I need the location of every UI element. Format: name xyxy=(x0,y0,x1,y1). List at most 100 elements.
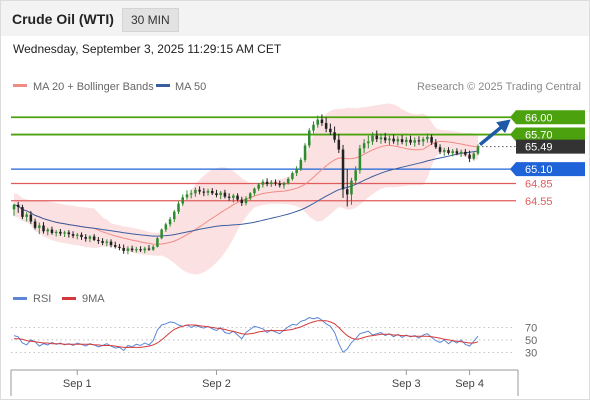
candle-body xyxy=(248,193,252,199)
candle-body xyxy=(109,241,113,246)
candle-body xyxy=(383,137,387,141)
legend-swatch-ma50 xyxy=(156,84,170,87)
candle xyxy=(46,227,50,236)
candle xyxy=(451,148,454,157)
candle xyxy=(168,216,172,227)
candle xyxy=(265,178,269,187)
candle xyxy=(181,194,184,206)
candle-body xyxy=(430,136,433,143)
candle xyxy=(12,203,16,216)
candle xyxy=(122,244,125,254)
candle-body xyxy=(122,247,125,251)
candle-body xyxy=(392,138,395,142)
candle xyxy=(396,136,400,146)
candle xyxy=(248,192,252,201)
x-tick-label: Sep 3 xyxy=(392,378,421,390)
bollinger-band xyxy=(14,103,478,275)
candle xyxy=(164,222,168,232)
candle xyxy=(33,218,37,230)
rsi-tick-label-50: 50 xyxy=(525,335,537,347)
x-tick-label: Sep 2 xyxy=(202,378,231,390)
candle-body xyxy=(223,192,227,197)
candle-body xyxy=(438,147,442,152)
candle xyxy=(278,180,282,188)
candle xyxy=(21,204,24,220)
resistance-tag-65.70 xyxy=(510,127,585,142)
candle xyxy=(139,246,142,252)
candle-body xyxy=(25,214,28,217)
candle xyxy=(388,135,391,145)
candle-body xyxy=(113,245,117,247)
candle xyxy=(215,189,218,198)
candle-body xyxy=(67,232,71,235)
candle-body xyxy=(400,139,404,143)
candle xyxy=(71,231,75,239)
candle-body xyxy=(303,145,307,160)
candle xyxy=(459,149,463,157)
candle xyxy=(430,134,433,145)
candle-body xyxy=(181,197,184,204)
candle xyxy=(341,144,345,198)
candle xyxy=(261,179,265,188)
candle xyxy=(206,188,210,196)
candle-body xyxy=(63,232,66,234)
timeframe-badge[interactable]: 30 MIN xyxy=(122,8,179,32)
candle-body xyxy=(375,135,379,140)
candle xyxy=(308,128,311,148)
candle xyxy=(236,193,239,202)
candle-body xyxy=(210,190,214,194)
candle xyxy=(25,212,28,222)
candle-body xyxy=(316,119,319,125)
legend-swatch-rsi xyxy=(13,297,27,300)
candle-body xyxy=(84,237,87,239)
candle xyxy=(468,150,471,163)
candle xyxy=(118,243,121,251)
candle-body xyxy=(299,159,303,170)
instrument-title: Crude Oil (WTI) xyxy=(12,11,114,27)
candle-body xyxy=(50,229,54,233)
legend-label-9ma: 9MA xyxy=(82,293,105,305)
candle xyxy=(210,188,214,195)
candle xyxy=(67,230,71,238)
candle-body xyxy=(476,146,480,154)
candle xyxy=(312,121,315,134)
candle xyxy=(455,148,459,156)
current-price-tag xyxy=(516,139,585,154)
rsi-tick-label-70: 70 xyxy=(525,323,537,335)
candle-body xyxy=(206,190,210,193)
current-price-label: 65.49 xyxy=(525,142,553,154)
candle-body xyxy=(396,139,400,142)
candle-body xyxy=(257,184,260,189)
legend-label-ma50: MA 50 xyxy=(175,81,206,93)
candle xyxy=(350,177,353,205)
candle-body xyxy=(371,135,374,142)
candle-body xyxy=(54,231,58,233)
candle xyxy=(413,137,416,147)
candle-body xyxy=(295,169,298,174)
candle xyxy=(240,196,244,206)
candle-body xyxy=(341,149,345,190)
candle-body xyxy=(105,241,109,243)
candle-body xyxy=(455,151,459,154)
candle-body xyxy=(160,229,163,239)
candle-body xyxy=(274,182,277,184)
candle xyxy=(54,230,58,237)
candle-body xyxy=(434,142,438,148)
candle xyxy=(337,133,341,153)
candle-body xyxy=(405,139,408,143)
candle-body xyxy=(33,221,37,228)
candle xyxy=(185,190,189,200)
candle-body xyxy=(345,189,349,195)
candle-body xyxy=(130,248,134,251)
candle xyxy=(244,196,248,206)
candle xyxy=(476,144,480,156)
candle-body xyxy=(468,154,471,159)
candle xyxy=(126,246,130,255)
candle-body xyxy=(244,198,248,204)
candle xyxy=(379,133,383,144)
candle-body xyxy=(278,183,282,186)
candle xyxy=(50,226,54,235)
candle xyxy=(253,187,256,196)
candle xyxy=(442,147,446,156)
candle xyxy=(270,180,273,187)
